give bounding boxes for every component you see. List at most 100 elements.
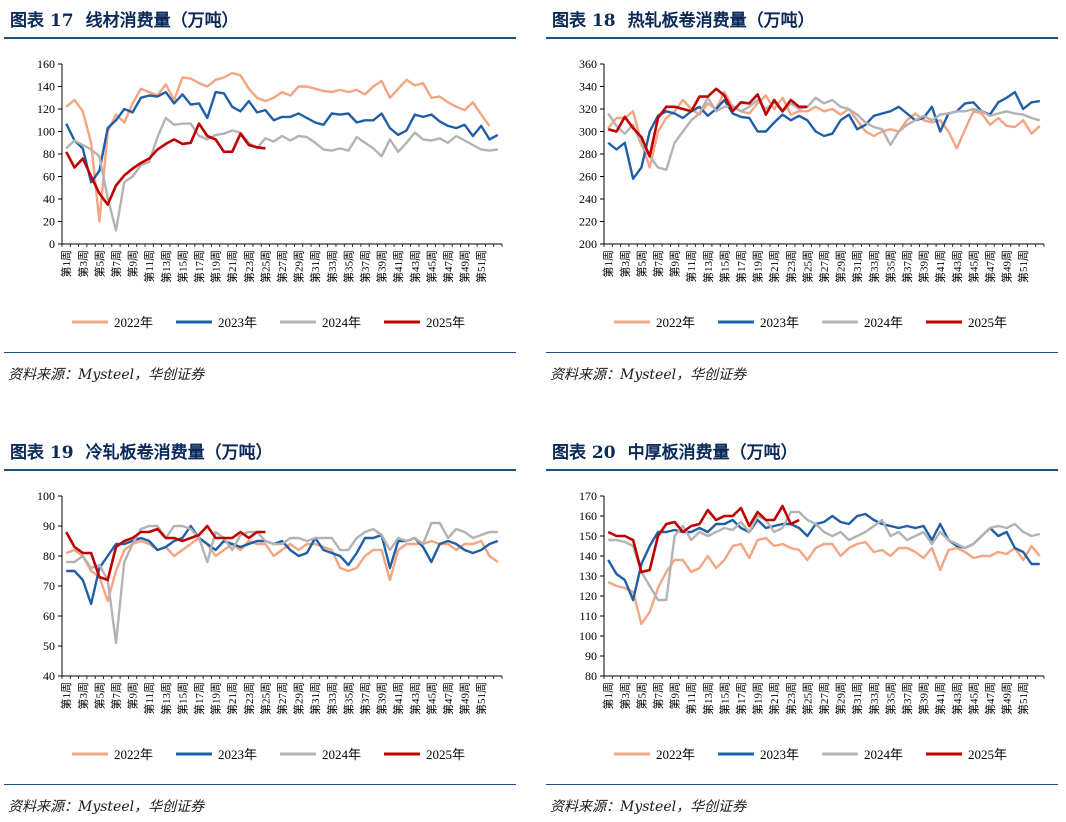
source-rule (4, 784, 516, 785)
x-tick-label: 第19周 (751, 682, 765, 715)
chart-title-text: 线材消费量（万吨） (85, 11, 239, 31)
x-tick-label: 第37周 (900, 682, 914, 715)
x-tick-label: 第7周 (651, 682, 665, 710)
x-tick-label: 第39周 (375, 682, 389, 715)
x-tick-label: 第11周 (142, 250, 156, 283)
x-tick-label: 第27周 (275, 250, 289, 283)
source-note: 资料来源：Mysteel，华创证券 (550, 799, 747, 815)
x-tick-label: 第29周 (834, 682, 848, 715)
series-line-2023 (65, 90, 499, 184)
figure-number: 图表 20 (552, 443, 616, 463)
x-tick-label: 第25周 (258, 250, 272, 283)
x-tick-label: 第51周 (1016, 250, 1030, 283)
x-tick-label: 第35周 (341, 682, 355, 715)
x-tick-label: 第41周 (391, 682, 405, 715)
x-tick-label: 第3周 (618, 250, 632, 278)
series-line-2024 (608, 510, 1041, 602)
series-line-2022 (607, 536, 1041, 626)
x-tick-label: 第25周 (258, 682, 272, 715)
x-tick-label: 第51周 (1016, 682, 1030, 715)
y-tick-label: 110 (579, 609, 597, 623)
x-tick-label: 第29周 (834, 250, 848, 283)
legend-label: 2024年 (864, 747, 903, 762)
x-tick-label: 第47周 (983, 682, 997, 715)
series-line-2024 (65, 116, 498, 232)
y-tick-label: 120 (37, 102, 55, 116)
x-tick-label: 第9周 (668, 682, 682, 710)
source-rule (546, 352, 1058, 353)
x-tick-label: 第33周 (325, 250, 339, 283)
y-tick-label: 280 (579, 147, 597, 161)
y-tick-label: 60 (43, 609, 55, 623)
series-line-2025 (607, 504, 800, 574)
y-tick-label: 90 (585, 649, 597, 663)
x-tick-label: 第19周 (209, 250, 223, 283)
series-line-2022 (65, 536, 499, 603)
y-tick-label: 80 (43, 147, 55, 161)
y-tick-label: 80 (585, 669, 597, 683)
chart-title-text: 热轧板卷消费量（万吨） (627, 11, 815, 31)
x-tick-label: 第37周 (358, 682, 372, 715)
x-tick-label: 第19周 (751, 250, 765, 283)
x-tick-label: 第19周 (209, 682, 223, 715)
y-tick-label: 100 (579, 629, 597, 643)
series-line-2022 (65, 71, 491, 223)
y-tick-label: 90 (43, 519, 55, 533)
x-tick-label: 第25周 (800, 682, 814, 715)
x-tick-label: 第47周 (441, 250, 455, 283)
title-rule (4, 469, 516, 471)
legend-label: 2024年 (864, 315, 903, 330)
x-tick-label: 第5周 (92, 682, 106, 710)
y-tick-label: 0 (49, 237, 55, 251)
y-tick-label: 140 (37, 80, 55, 94)
series-line-2025 (65, 524, 266, 582)
x-tick-label: 第11周 (684, 682, 698, 715)
series-line-2024 (607, 96, 1041, 172)
x-tick-label: 第13周 (159, 250, 173, 283)
x-tick-label: 第33周 (325, 682, 339, 715)
y-tick-label: 240 (579, 192, 597, 206)
series-line-2023 (607, 90, 1040, 181)
title-rule (546, 469, 1058, 471)
x-tick-label: 第21周 (225, 250, 239, 283)
y-tick-label: 260 (579, 170, 597, 184)
x-tick-label: 第3周 (76, 682, 90, 710)
y-tick-label: 150 (579, 529, 597, 543)
y-tick-label: 70 (43, 579, 55, 593)
x-tick-label: 第39周 (917, 250, 931, 283)
x-tick-label: 第49周 (458, 250, 472, 283)
x-tick-label: 第37周 (358, 250, 372, 283)
x-tick-label: 第17周 (192, 250, 206, 283)
legend-label: 2025年 (426, 747, 465, 762)
y-tick-label: 160 (579, 509, 597, 523)
x-tick-label: 第43周 (408, 682, 422, 715)
x-tick-label: 第51周 (474, 250, 488, 283)
x-tick-label: 第39周 (375, 250, 389, 283)
x-tick-label: 第33周 (867, 682, 881, 715)
x-tick-label: 第47周 (441, 682, 455, 715)
figure-number: 图表 19 (10, 443, 74, 463)
series-line-2025 (65, 122, 266, 206)
x-tick-label: 第45周 (966, 682, 980, 715)
x-tick-label: 第35周 (883, 250, 897, 283)
x-tick-label: 第11周 (142, 682, 156, 715)
x-tick-label: 第7周 (109, 250, 123, 278)
x-tick-label: 第21周 (225, 682, 239, 715)
y-tick-label: 200 (579, 237, 597, 251)
x-tick-label: 第27周 (817, 250, 831, 283)
x-tick-label: 第27周 (275, 682, 289, 715)
x-tick-label: 第45周 (966, 250, 980, 283)
x-tick-label: 第15周 (717, 682, 731, 715)
x-tick-label: 第1周 (601, 682, 615, 710)
y-tick-label: 100 (37, 489, 55, 503)
x-tick-label: 第45周 (424, 250, 438, 283)
source-rule (546, 784, 1058, 785)
panel-fig20: 图表 20 中厚板消费量（万吨） 80 90 100 110 120 130 140 150 16… (546, 432, 1058, 822)
y-tick-label: 80 (43, 549, 55, 563)
figure-number: 图表 17 (10, 11, 74, 31)
x-tick-label: 第15周 (717, 250, 731, 283)
legend-label: 2023年 (760, 747, 799, 762)
x-tick-label: 第1周 (59, 682, 73, 710)
legend-label: 2022年 (114, 747, 153, 762)
